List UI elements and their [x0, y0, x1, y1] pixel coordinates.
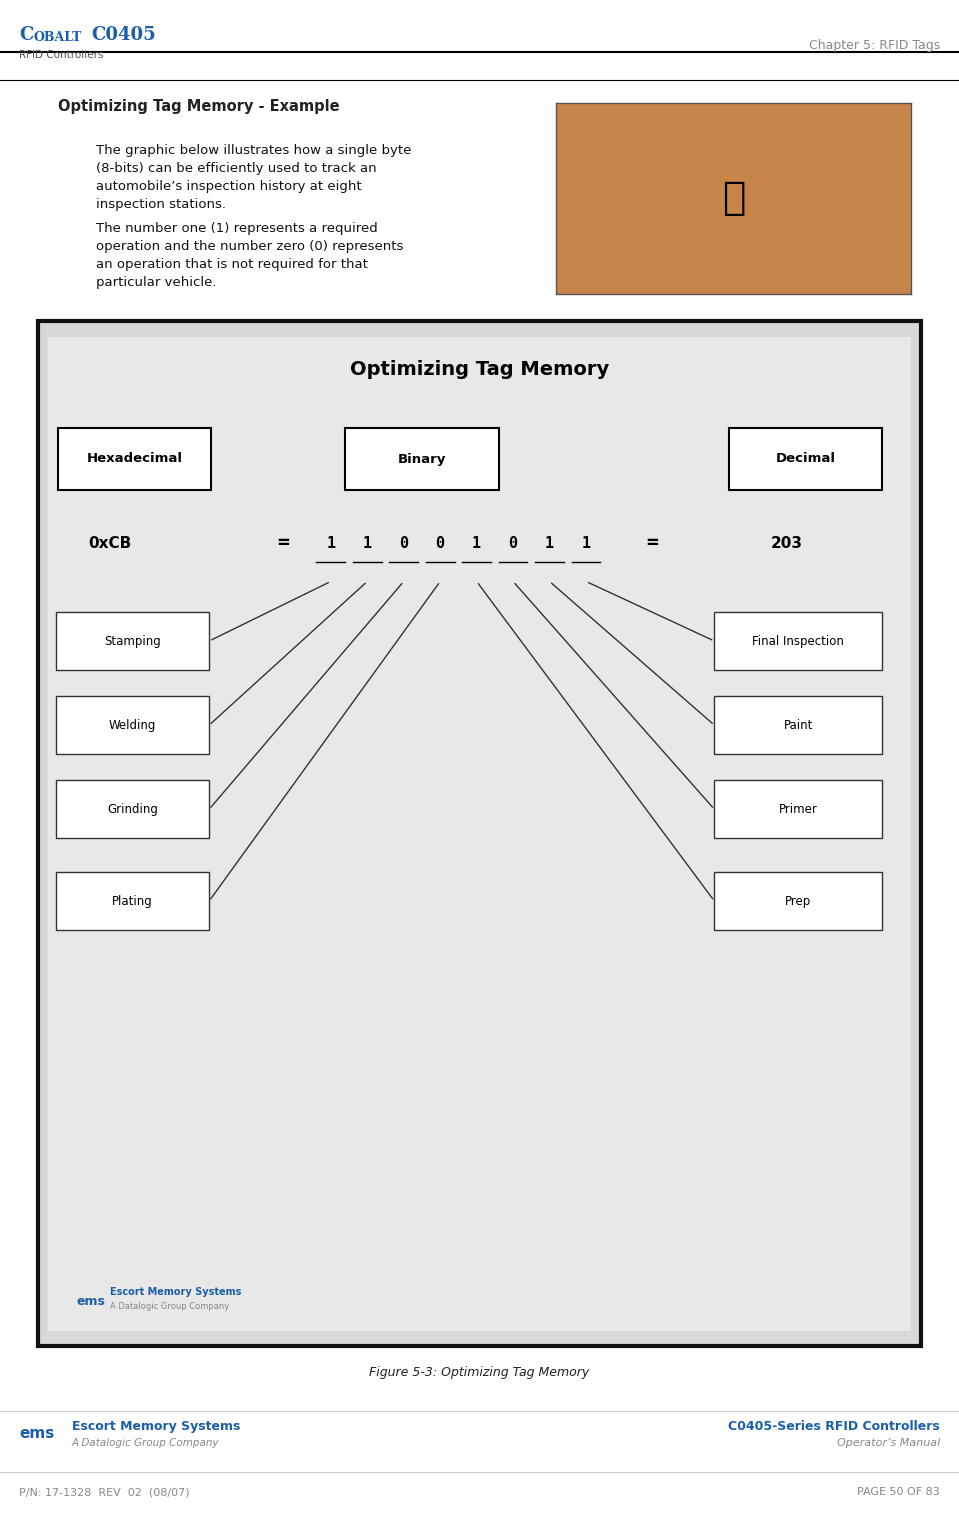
Text: Welding: Welding — [108, 719, 156, 731]
Text: C0405-Series RFID Controllers: C0405-Series RFID Controllers — [728, 1420, 940, 1432]
Text: Grinding: Grinding — [106, 803, 158, 815]
Text: 0: 0 — [508, 536, 518, 551]
Text: 203: 203 — [770, 536, 803, 551]
Text: Escort Memory Systems: Escort Memory Systems — [110, 1287, 242, 1297]
Text: Hexadecimal: Hexadecimal — [86, 453, 182, 465]
FancyBboxPatch shape — [48, 337, 911, 1331]
Text: 1: 1 — [545, 536, 554, 551]
Text: Stamping: Stamping — [104, 635, 161, 647]
Text: 🚗: 🚗 — [722, 179, 745, 217]
Text: Optimizing Tag Memory - Example: Optimizing Tag Memory - Example — [58, 99, 339, 115]
Text: C: C — [19, 26, 34, 44]
Text: 0xCB: 0xCB — [88, 536, 132, 551]
Text: Prep: Prep — [785, 895, 811, 907]
Text: Operator’s Manual: Operator’s Manual — [836, 1438, 940, 1449]
Text: P/N: 17-1328  REV  02  (08/07): P/N: 17-1328 REV 02 (08/07) — [19, 1487, 190, 1498]
Text: =: = — [645, 534, 659, 552]
FancyBboxPatch shape — [714, 612, 882, 670]
Text: Final Inspection: Final Inspection — [753, 635, 844, 647]
FancyBboxPatch shape — [714, 872, 882, 930]
FancyBboxPatch shape — [38, 321, 921, 1346]
Text: 1: 1 — [472, 536, 481, 551]
Text: 1: 1 — [326, 536, 336, 551]
Text: Chapter 5: RFID Tags: Chapter 5: RFID Tags — [808, 40, 940, 52]
Text: A Datalogic Group Company: A Datalogic Group Company — [110, 1302, 229, 1311]
Text: Binary: Binary — [398, 453, 446, 465]
Text: Primer: Primer — [779, 803, 818, 815]
Text: Escort Memory Systems: Escort Memory Systems — [72, 1420, 241, 1432]
Text: Plating: Plating — [112, 895, 152, 907]
FancyBboxPatch shape — [56, 696, 209, 754]
FancyBboxPatch shape — [56, 612, 209, 670]
FancyBboxPatch shape — [58, 428, 211, 490]
Text: The number one (1) represents a required
operation and the number zero (0) repre: The number one (1) represents a required… — [96, 222, 404, 289]
Text: 1: 1 — [581, 536, 591, 551]
Text: =: = — [276, 534, 290, 552]
Text: A Datalogic Group Company: A Datalogic Group Company — [72, 1438, 220, 1449]
FancyBboxPatch shape — [56, 780, 209, 838]
FancyBboxPatch shape — [729, 428, 882, 490]
FancyBboxPatch shape — [714, 780, 882, 838]
Text: RFID Controllers: RFID Controllers — [19, 49, 104, 60]
Text: OBALT: OBALT — [34, 32, 82, 44]
Text: PAGE 50 OF 83: PAGE 50 OF 83 — [857, 1487, 940, 1498]
FancyBboxPatch shape — [714, 696, 882, 754]
Text: ems: ems — [77, 1296, 105, 1308]
Text: 0: 0 — [399, 536, 409, 551]
Text: 1: 1 — [363, 536, 372, 551]
FancyBboxPatch shape — [345, 428, 499, 490]
Text: ems: ems — [19, 1426, 55, 1441]
Text: Paint: Paint — [784, 719, 813, 731]
Text: The graphic below illustrates how a single byte
(8-bits) can be efficiently used: The graphic below illustrates how a sing… — [96, 144, 411, 211]
Text: Figure 5-3: Optimizing Tag Memory: Figure 5-3: Optimizing Tag Memory — [369, 1366, 590, 1379]
Text: Decimal: Decimal — [776, 453, 835, 465]
Text: Optimizing Tag Memory: Optimizing Tag Memory — [350, 360, 609, 378]
FancyBboxPatch shape — [56, 872, 209, 930]
Text: C0405: C0405 — [91, 26, 156, 44]
Text: 0: 0 — [435, 536, 445, 551]
